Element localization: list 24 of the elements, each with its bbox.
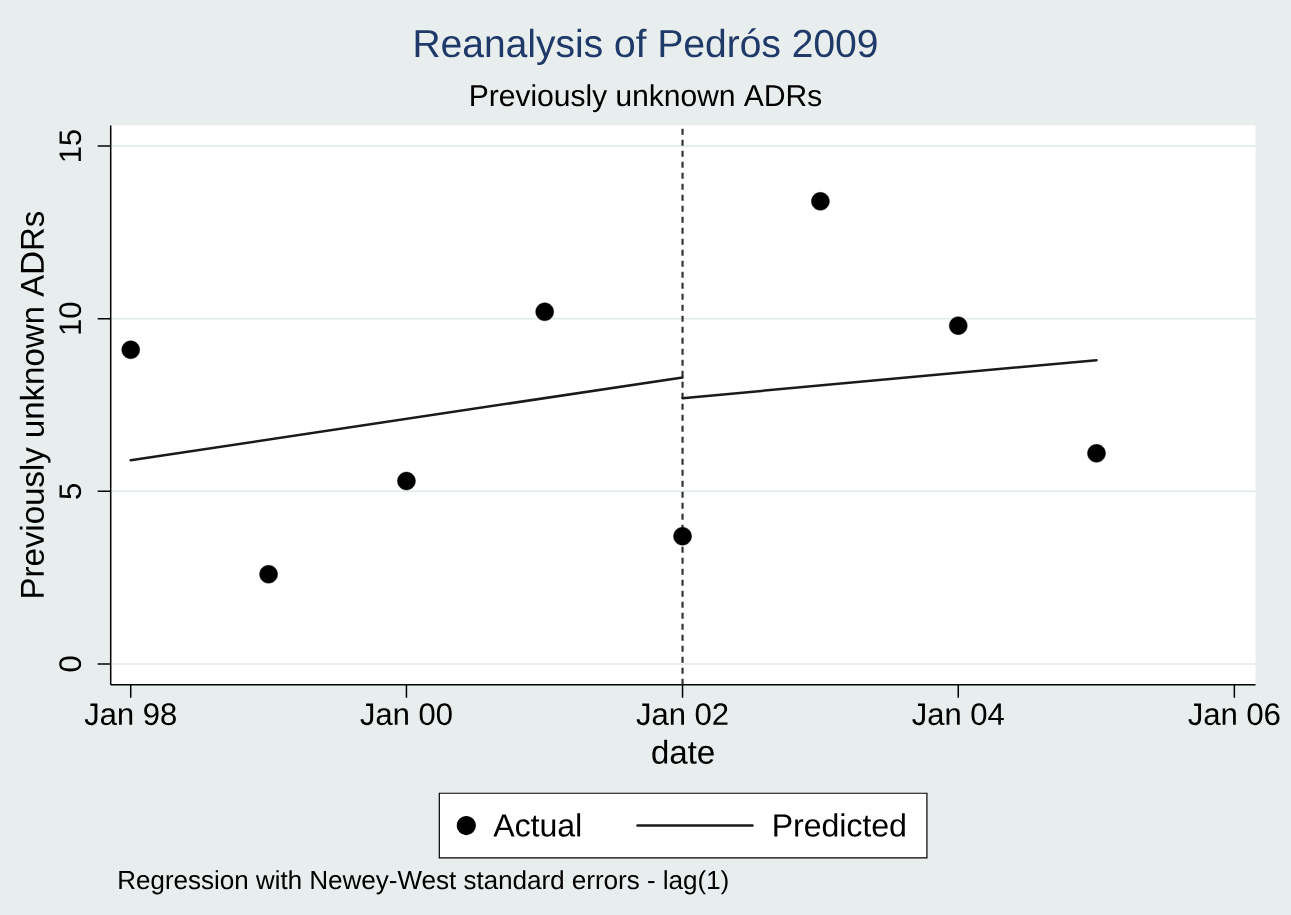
x-tick-label: Jan 02	[636, 703, 728, 726]
chart-subtitle: Previously unknown ADRs	[471, 84, 822, 113]
point	[535, 302, 554, 322]
chart-title: Reanalysis of Pedrós 2009	[415, 28, 877, 66]
point	[1087, 444, 1106, 463]
text: Regression with Newey-West standard errors - lag(1)	[119, 870, 728, 895]
point	[949, 316, 968, 335]
point	[397, 471, 416, 491]
x-tick-label: Jan 98	[84, 703, 176, 726]
y-tick-label: 15	[59, 130, 82, 161]
x-tick-label: Jan 04	[912, 703, 1004, 726]
point	[259, 565, 278, 584]
legend-label: Actual	[493, 813, 581, 837]
x-axis-title: date	[652, 739, 714, 764]
point	[811, 192, 830, 211]
y-tick-label: 0	[59, 656, 82, 672]
legend-label: Predicted	[774, 813, 905, 837]
x-tick-label: Jan 00	[360, 703, 452, 726]
y-tick-label: 10	[59, 302, 82, 334]
x-tick-label: Jan 06	[1188, 703, 1280, 726]
point	[121, 340, 140, 359]
y-axis-title: Previously unknown ADRs	[19, 211, 51, 597]
y-tick-label: 5	[59, 484, 82, 499]
point	[673, 527, 692, 546]
